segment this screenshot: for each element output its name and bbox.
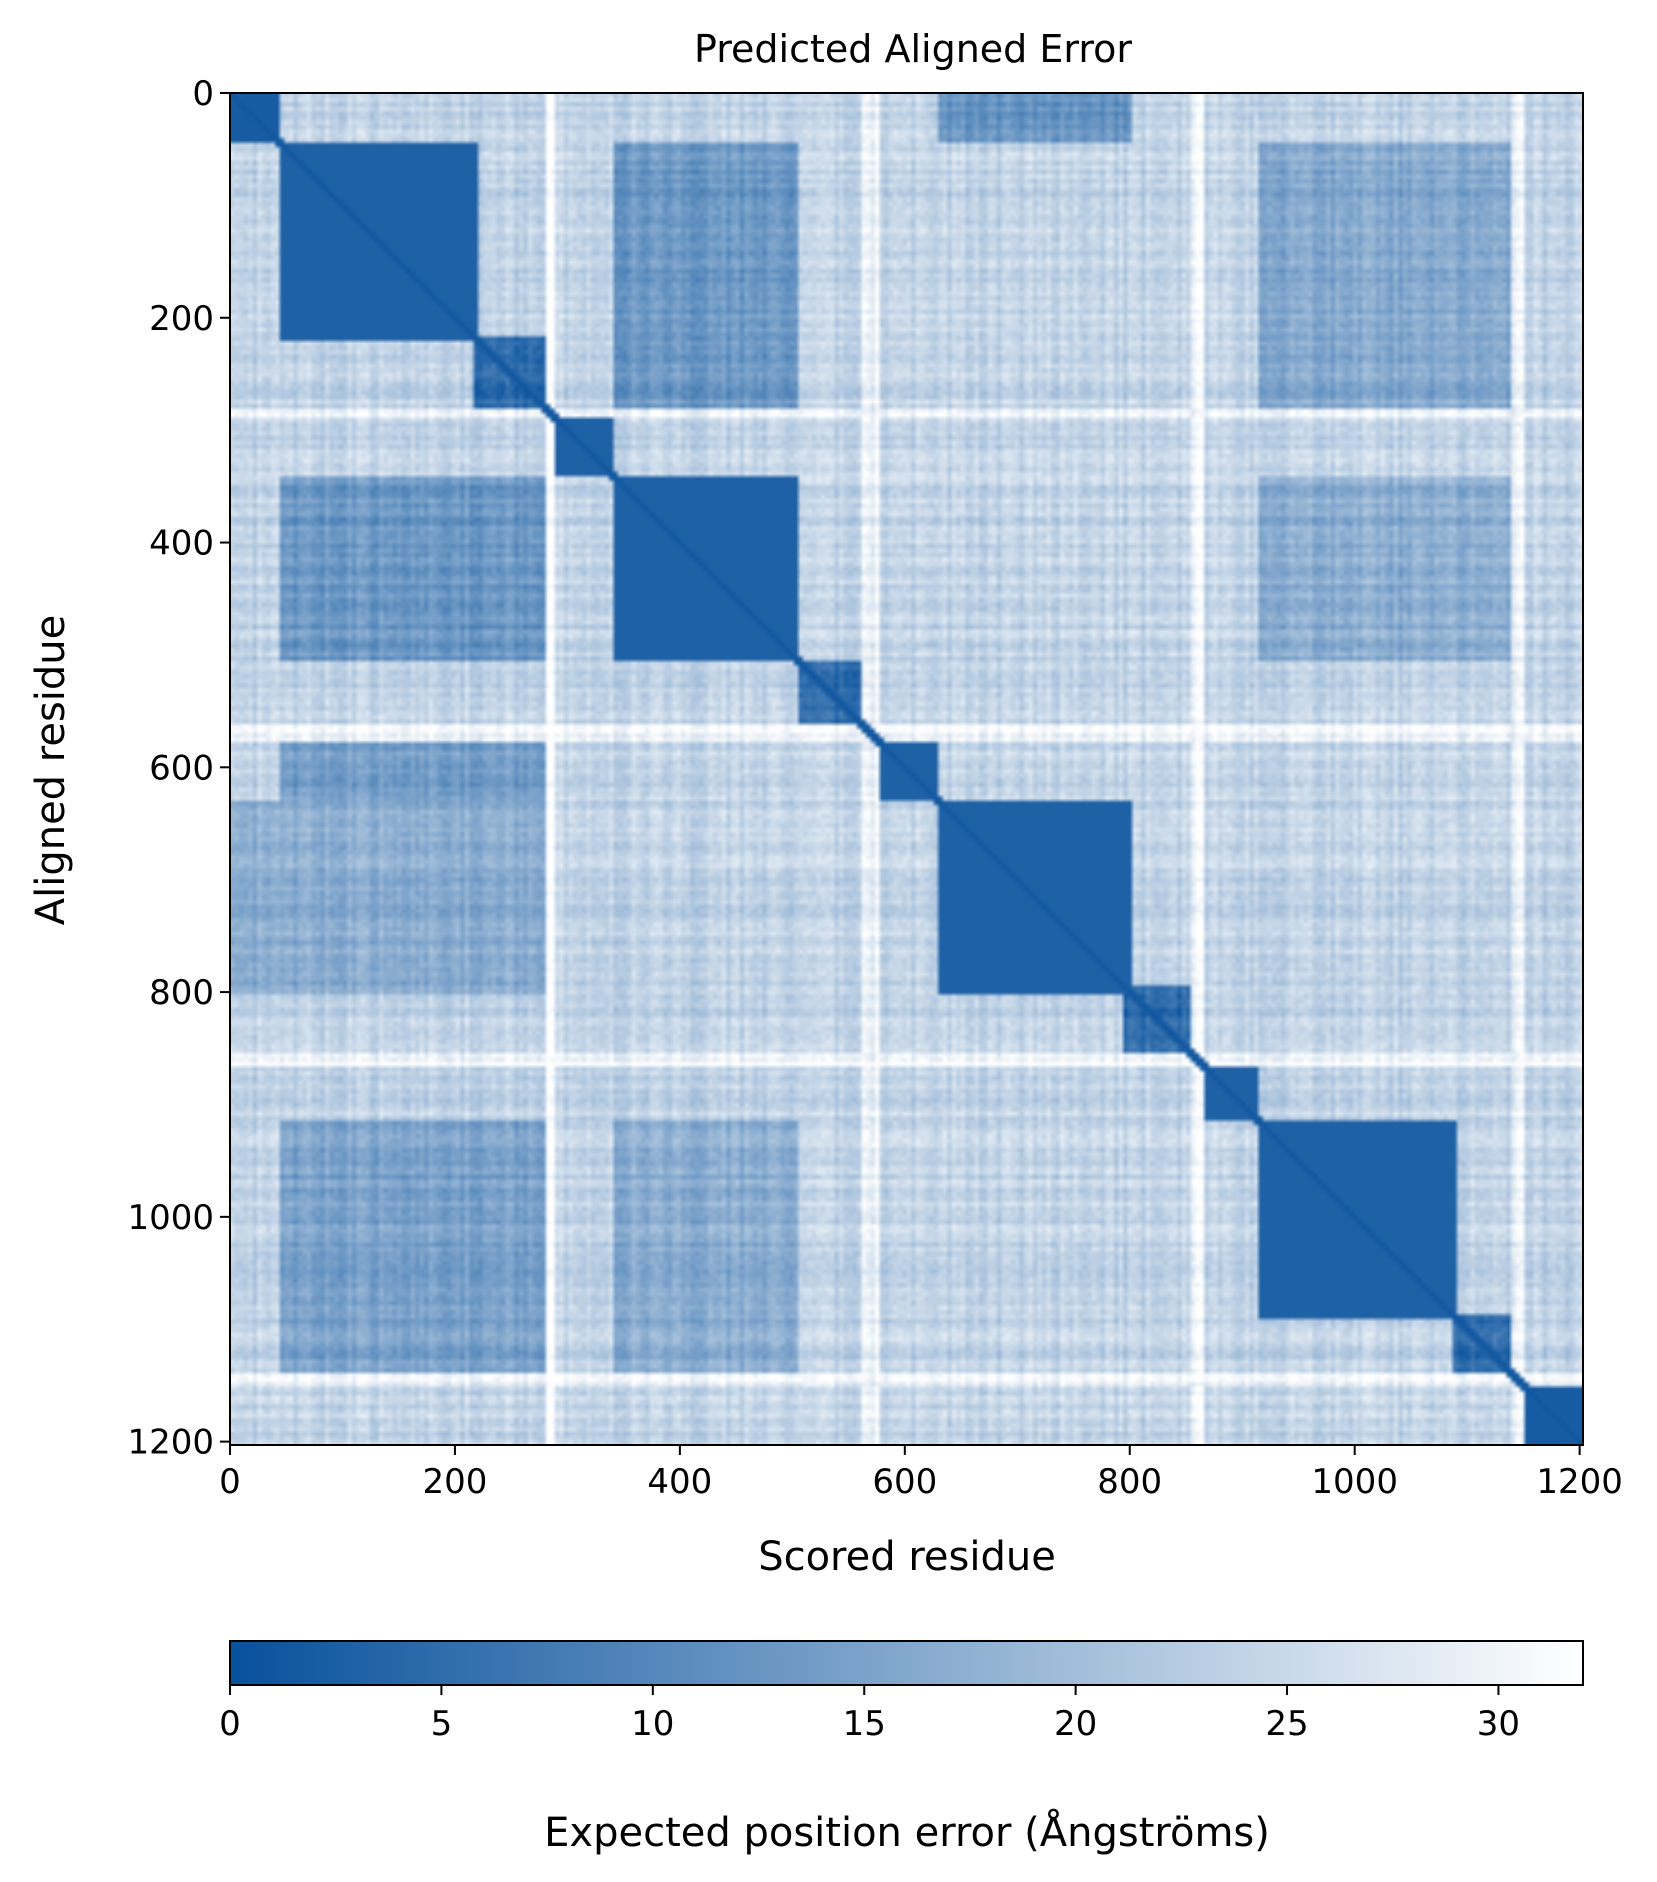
x-tick-label: 1200 [1536,1462,1623,1502]
colorbar-tick-label: 5 [431,1704,453,1744]
colorbar-tick-label: 20 [1054,1704,1097,1744]
x-axis-ticks: 0 200 400 600 800 1000 1200 [219,1445,1623,1502]
colorbar-label: Expected position error (Ångströms) [544,1808,1270,1856]
x-tick-label: 800 [1097,1462,1162,1502]
heatmap-image [230,93,1583,1445]
y-tick-label: 1000 [127,1198,214,1238]
colorbar-ticks: 0 5 10 15 20 25 30 [219,1685,1520,1744]
y-tick-label: 200 [149,299,214,339]
colorbar-tick-label: 25 [1265,1704,1308,1744]
x-tick-label: 1000 [1311,1462,1398,1502]
y-axis-label: Aligned residue [28,615,74,926]
x-tick-label: 400 [647,1462,712,1502]
heatmap [230,93,1583,1445]
colorbar-tick-label: 30 [1477,1704,1520,1744]
chart-title: Predicted Aligned Error [694,27,1132,71]
y-axis-ticks: 0 200 400 600 800 1000 1200 [127,74,230,1463]
y-tick-label: 400 [149,524,214,564]
y-tick-label: 0 [192,74,214,114]
y-tick-label: 1200 [127,1423,214,1463]
plot-frame [229,92,1584,1446]
x-tick-label: 600 [872,1462,937,1502]
colorbar [229,1640,1584,1686]
x-tick-label: 200 [422,1462,487,1502]
colorbar-tick-label: 15 [843,1704,886,1744]
x-axis-label: Scored residue [758,1534,1056,1580]
colorbar-tick-label: 0 [219,1704,241,1744]
x-tick-label: 0 [219,1462,241,1502]
y-tick-label: 600 [149,748,214,788]
colorbar-tick-label: 10 [631,1704,674,1744]
y-tick-label: 800 [149,973,214,1013]
